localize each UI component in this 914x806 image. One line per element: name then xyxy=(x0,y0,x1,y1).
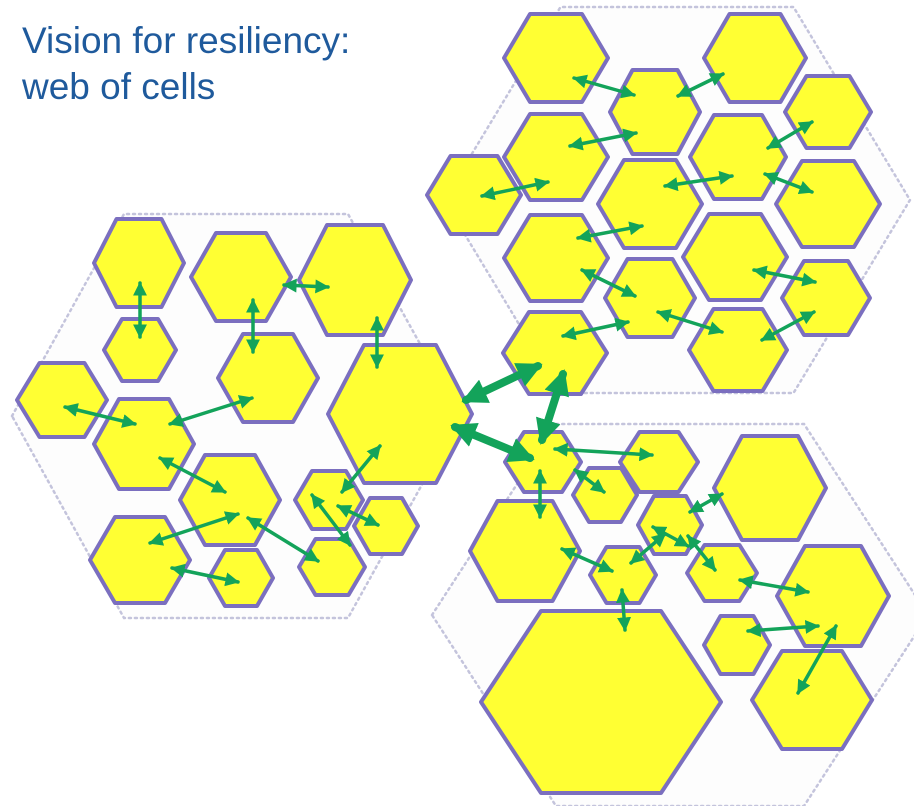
cell-link-19 xyxy=(168,395,254,427)
cluster-link-1 xyxy=(461,362,543,404)
cell-link-7 xyxy=(763,171,814,195)
cell-link-2 xyxy=(676,72,725,98)
cell-39 xyxy=(702,614,772,676)
cell-34 xyxy=(636,494,704,556)
cell-link-16 xyxy=(282,278,330,294)
cell-link-18 xyxy=(63,403,137,428)
cell-link-32 xyxy=(560,547,614,573)
cell-21 xyxy=(15,361,109,439)
cell-19 xyxy=(102,317,178,383)
cell-link-34 xyxy=(686,534,717,572)
cell-4 xyxy=(783,74,873,150)
cell-link-35 xyxy=(615,588,632,632)
cell-41 xyxy=(479,609,723,795)
diagram-title-line-1: Vision for resiliency: xyxy=(22,20,351,61)
cell-33 xyxy=(712,434,828,542)
diagram-title-line-2: web of cells xyxy=(22,66,216,107)
cell-link-36 xyxy=(738,575,810,597)
cell-link-30 xyxy=(688,492,724,514)
cell-link-21 xyxy=(148,511,240,546)
cell-link-10 xyxy=(561,317,630,341)
cell-40 xyxy=(750,649,874,751)
cell-link-33 xyxy=(629,532,667,565)
cell-3 xyxy=(702,12,808,104)
cell-link-9 xyxy=(580,268,637,298)
cell-link-5 xyxy=(663,170,734,192)
cell-link-31 xyxy=(651,525,690,548)
cell-link-25 xyxy=(336,504,380,527)
cell-link-11 xyxy=(656,309,724,335)
diagram-title: Vision for resiliency: web of cells xyxy=(22,18,350,110)
cell-link-22 xyxy=(170,563,240,587)
cell-link-12 xyxy=(752,265,817,287)
cell-link-6 xyxy=(766,120,814,150)
cell-link-13 xyxy=(760,310,816,342)
cell-link-3 xyxy=(568,128,638,151)
cell-link-24 xyxy=(310,493,352,547)
cell-link-38 xyxy=(796,624,838,695)
cell-37 xyxy=(685,543,759,603)
link-layer xyxy=(63,72,838,695)
cell-link-20 xyxy=(158,456,227,494)
cell-link-4 xyxy=(480,177,550,201)
cell-29 xyxy=(297,537,367,597)
cell-link-27 xyxy=(553,442,654,462)
cluster-link-2 xyxy=(536,369,569,445)
cell-18 xyxy=(297,223,413,337)
cluster-link-3 xyxy=(450,422,535,463)
cell-26 xyxy=(352,496,420,556)
cell-link-1 xyxy=(572,74,636,99)
cell-link-28 xyxy=(573,468,606,494)
cell-17 xyxy=(189,231,293,323)
cell-link-26 xyxy=(340,444,382,494)
cell-link-23 xyxy=(246,516,320,563)
cell-16 xyxy=(92,217,186,309)
cell-2 xyxy=(608,68,702,156)
cell-link-8 xyxy=(576,221,644,243)
